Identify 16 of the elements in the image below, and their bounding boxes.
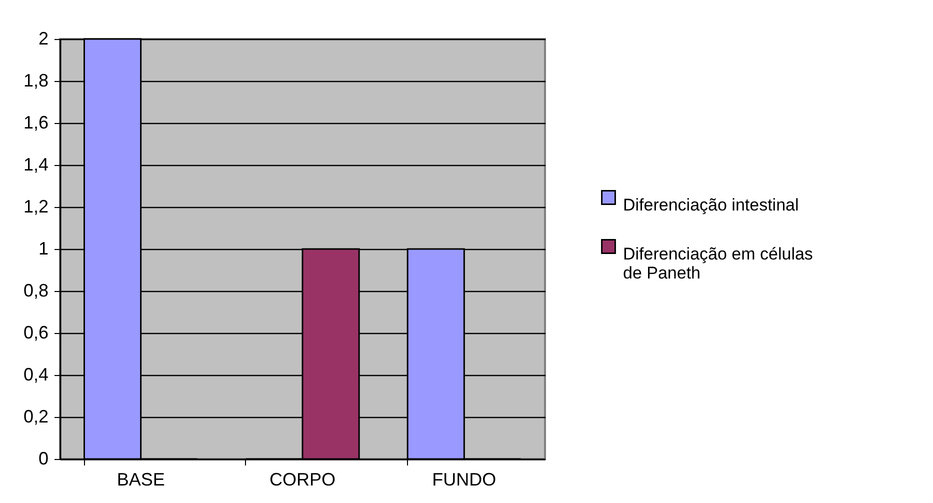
legend-label: Diferenciação intestinal <box>623 196 799 214</box>
x-tick-label: CORPO <box>269 470 336 490</box>
y-tick-label: 0,2 <box>23 406 48 426</box>
y-tick-label: 1,8 <box>23 70 48 90</box>
x-tick-label: FUNDO <box>432 470 496 490</box>
y-tick-label: 0 <box>38 448 48 468</box>
x-tick-label: BASE <box>116 470 165 490</box>
y-tick-label: 2 <box>38 28 48 48</box>
y-tick-label: 1,6 <box>23 112 48 132</box>
y-tick-label: 0,8 <box>23 280 48 300</box>
y-tick-label: 1,4 <box>23 154 48 174</box>
y-tick-label: 1 <box>38 238 48 258</box>
y-tick-label: 0,6 <box>23 322 48 342</box>
y-tick-label: 0,4 <box>23 364 48 384</box>
legend-label: Diferenciação em células de Paneth <box>623 244 813 282</box>
y-tick-label: 1,2 <box>23 196 48 216</box>
